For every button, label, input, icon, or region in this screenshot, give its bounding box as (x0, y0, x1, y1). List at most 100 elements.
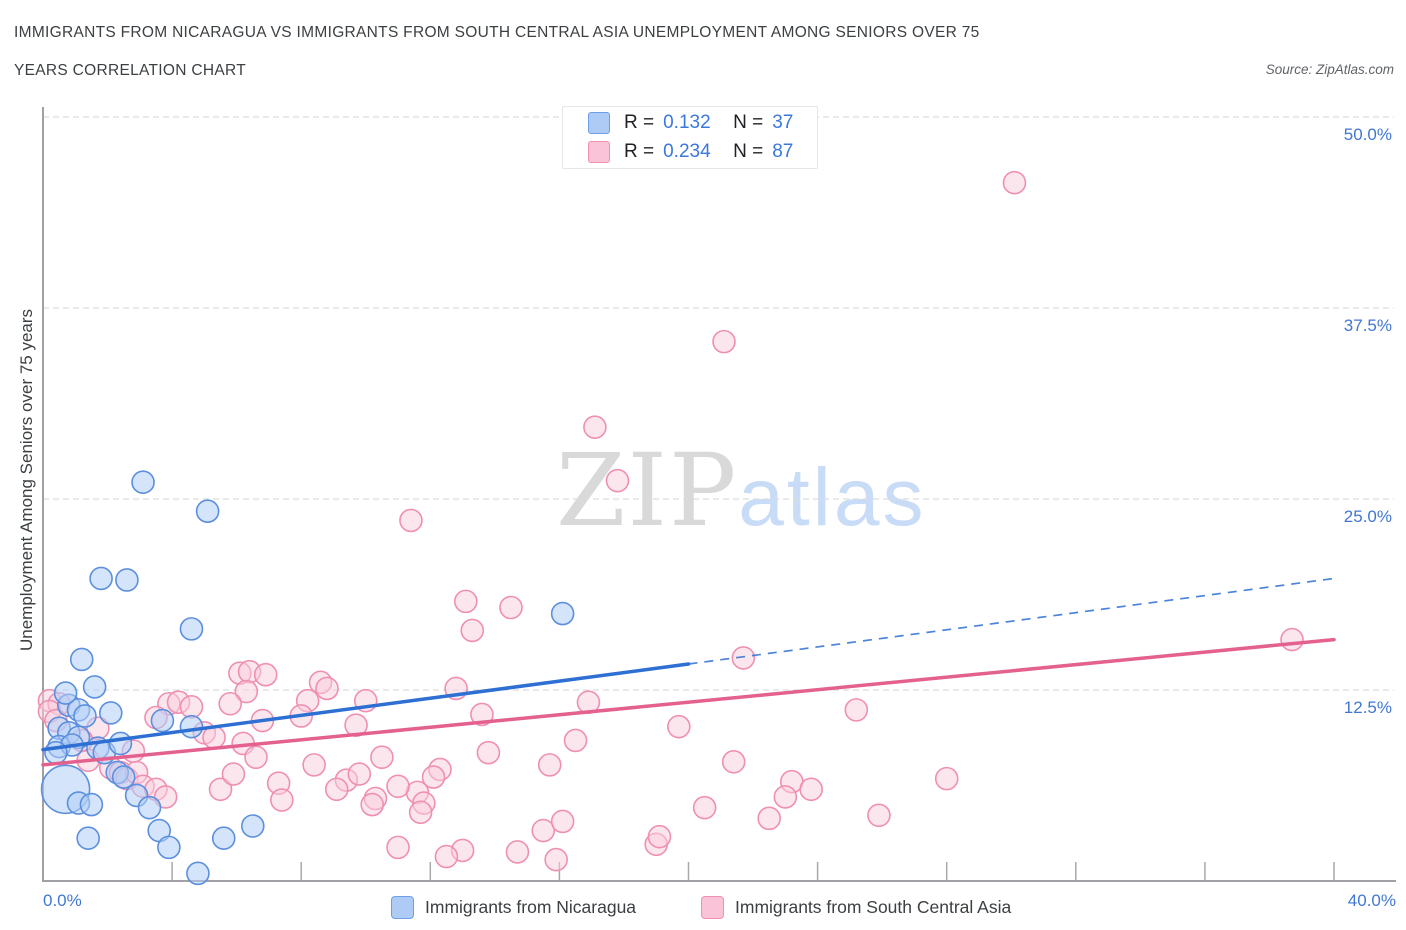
n-label: N = (733, 112, 764, 133)
legend-row-south-central-asia: R = 0.234 N = 87 (563, 139, 817, 165)
chart-title-line2: YEARS CORRELATION CHART (14, 62, 246, 79)
scatter-point-immigrants-from-south-central-asia (270, 788, 294, 812)
legend-item-south-central-asia: Immigrants from South Central Asia (701, 896, 1011, 919)
scatter-point-immigrants-from-south-central-asia (757, 806, 781, 831)
scatter-point-immigrants-from-south-central-asia (563, 728, 588, 753)
scatter-point-immigrants-from-nicaragua (82, 675, 107, 699)
scatter-point-immigrants-from-nicaragua (53, 681, 78, 705)
scatter-point-immigrants-from-nicaragua (89, 566, 113, 591)
south-central-asia-swatch-icon (588, 141, 610, 163)
scatter-point-immigrants-from-south-central-asia (234, 679, 259, 704)
south-central-asia-swatch-icon (701, 896, 724, 919)
series-legend: Immigrants from Nicaragua Immigrants fro… (0, 896, 1406, 922)
y-axis-title: Unemployment Among Seniors over 75 years (17, 308, 36, 652)
trend-line-immigrants-from-south-central-asia (41, 637, 1336, 767)
scatter-point-immigrants-from-south-central-asia (460, 618, 485, 643)
scatter-point-immigrants-from-nicaragua (211, 826, 236, 851)
legend-label: Immigrants from South Central Asia (735, 897, 1012, 917)
scatter-point-immigrants-from-south-central-asia (605, 468, 630, 493)
scatter-point-immigrants-from-nicaragua (179, 714, 204, 739)
scatter-point-immigrants-from-south-central-asia (844, 698, 869, 722)
scatter-point-immigrants-from-south-central-asia (773, 785, 798, 809)
scatter-point-immigrants-from-south-central-asia (934, 766, 959, 791)
scatter-point-immigrants-from-south-central-asia (692, 795, 717, 820)
correlation-legend: R = 0.132 N = 37 R = 0.234 N = 87 (562, 106, 818, 169)
scatter-point-immigrants-from-nicaragua (115, 568, 139, 592)
r-label: R = (624, 112, 655, 133)
scatter-point-immigrants-from-nicaragua (73, 704, 97, 728)
nicaragua-swatch-icon (391, 896, 414, 919)
y-tick-label-25: 25.0% (1343, 507, 1392, 526)
scatter-point-immigrants-from-nicaragua (69, 647, 94, 672)
n-value: 37 (772, 112, 794, 133)
chart-title-line1: IMMIGRANTS FROM NICARAGUA VS IMMIGRANTS … (14, 24, 980, 41)
legend-row-nicaragua: R = 0.132 N = 37 (563, 110, 817, 136)
scatter-point-immigrants-from-south-central-asia (434, 844, 459, 869)
scatter-point-immigrants-from-nicaragua (76, 826, 100, 851)
scatter-point-immigrants-from-south-central-asia (360, 792, 385, 817)
scatter-point-immigrants-from-nicaragua (179, 617, 204, 641)
scatter-point-immigrants-from-south-central-asia (370, 745, 394, 770)
scatter-point-immigrants-from-nicaragua (137, 795, 162, 820)
scatter-point-immigrants-from-south-central-asia (583, 415, 607, 439)
r-value: 0.234 (663, 141, 711, 162)
scatter-point-immigrants-from-south-central-asia (421, 765, 446, 789)
n-value: 87 (772, 141, 794, 162)
scatter-point-immigrants-from-south-central-asia (208, 777, 233, 802)
scatter-point-immigrants-from-south-central-asia (721, 750, 746, 774)
scatter-point-immigrants-from-south-central-asia (550, 809, 575, 834)
scatter-point-immigrants-from-south-central-asia (799, 777, 823, 802)
scatter-point-immigrants-from-nicaragua (108, 731, 133, 756)
scatter-point-immigrants-from-south-central-asia (244, 745, 268, 770)
scatter-point-immigrants-from-south-central-asia (218, 691, 242, 716)
scatter-point-immigrants-from-south-central-asia (324, 777, 349, 802)
trend-line-immigrants-from-nicaragua (41, 662, 691, 752)
scatter-point-immigrants-from-nicaragua (157, 835, 181, 860)
n-label: N = (733, 141, 764, 162)
scatter-point-immigrants-from-nicaragua (98, 701, 123, 725)
r-value: 0.132 (663, 112, 711, 133)
scatter-point-immigrants-from-nicaragua (44, 740, 68, 765)
legend-label: Immigrants from Nicaragua (425, 897, 637, 917)
legend-item-nicaragua: Immigrants from Nicaragua (391, 896, 636, 919)
scatter-point-immigrants-from-south-central-asia (454, 589, 478, 614)
scatter-point-immigrants-from-nicaragua (131, 470, 155, 494)
trend-line-extrapolated-immigrants-from-nicaragua (688, 577, 1335, 665)
scatter-point-immigrants-from-south-central-asia (531, 818, 556, 843)
scatter-point-immigrants-from-south-central-asia (647, 824, 672, 849)
scatter-point-immigrants-from-south-central-asia (867, 803, 891, 828)
scatter-point-immigrants-from-nicaragua (186, 861, 210, 886)
x-axis-min-label: 0.0% (43, 891, 82, 910)
scatter-point-immigrants-from-nicaragua (240, 814, 265, 838)
scatter-point-immigrants-from-south-central-asia (386, 835, 410, 860)
source-attribution: Source: ZipAtlas.com (1265, 62, 1394, 77)
scatter-point-immigrants-from-south-central-asia (347, 762, 372, 786)
scatter-point-immigrants-from-south-central-asia (153, 785, 178, 809)
scatter-point-immigrants-from-south-central-asia (315, 676, 339, 701)
r-label: R = (624, 141, 655, 162)
scatter-point-immigrants-from-south-central-asia (179, 695, 204, 719)
scatter-point-immigrants-from-south-central-asia (505, 840, 530, 864)
y-tick-label-12-5: 12.5% (1343, 698, 1392, 717)
scatter-point-immigrants-from-south-central-asia (399, 508, 423, 533)
nicaragua-swatch-icon (588, 112, 610, 134)
scatter-point-immigrants-from-nicaragua (79, 792, 104, 817)
scatter-point-immigrants-from-south-central-asia (221, 762, 246, 786)
scatter-point-immigrants-from-nicaragua (111, 765, 136, 789)
scatter-point-immigrants-from-nicaragua (550, 601, 575, 626)
scatter-point-immigrants-from-nicaragua (195, 499, 220, 524)
scatter-point-immigrants-from-south-central-asia (1280, 627, 1304, 652)
scatter-point-immigrants-from-south-central-asia (544, 847, 568, 872)
scatter-point-immigrants-from-south-central-asia (302, 753, 326, 777)
x-axis-max-label: 40.0% (1347, 891, 1396, 910)
y-tick-label-50: 50.0% (1343, 125, 1392, 144)
scatter-point-immigrants-from-south-central-asia (537, 753, 562, 777)
scatter-point-immigrants-from-south-central-asia (408, 800, 433, 825)
scatter-point-immigrants-from-nicaragua (150, 708, 175, 733)
scatter-point-immigrants-from-south-central-asia (1002, 170, 1027, 195)
scatter-point-immigrants-from-south-central-asia (731, 646, 756, 670)
scatter-point-immigrants-from-south-central-asia (386, 774, 410, 799)
scatter-point-immigrants-from-south-central-asia (253, 662, 278, 687)
